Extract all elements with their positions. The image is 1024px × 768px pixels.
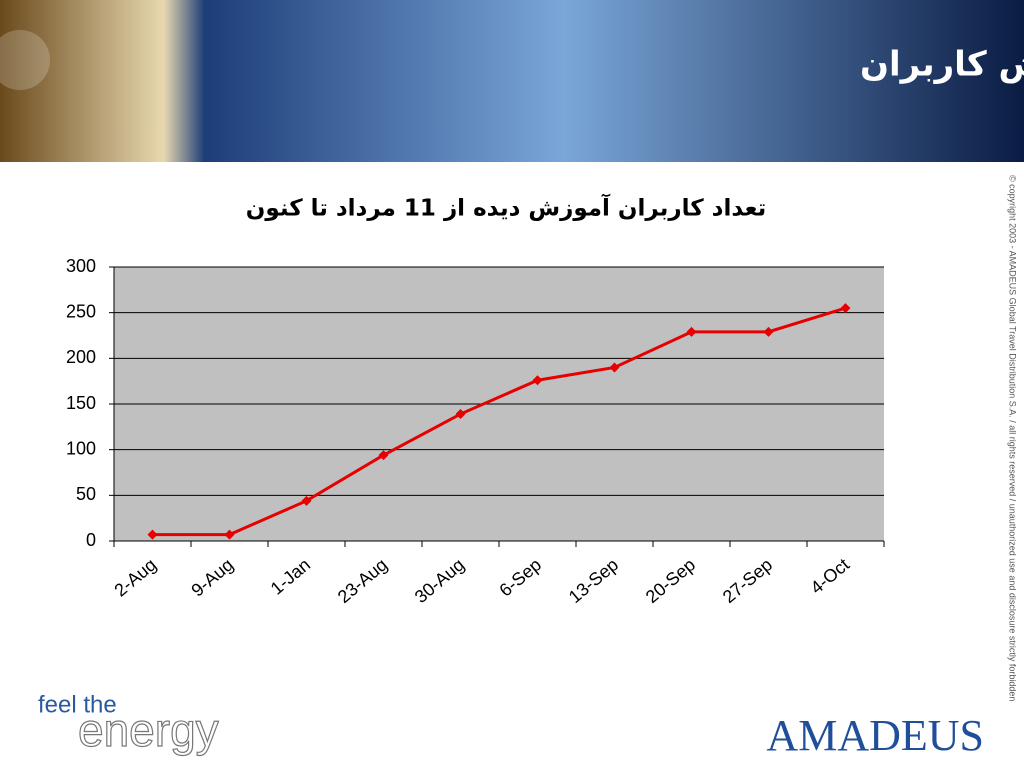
copyright: © copyright 2003 - AMADEUS Global Travel… [1008, 175, 1018, 701]
point-marker [763, 326, 774, 337]
x-tick-label: 27-Sep [719, 554, 776, 607]
x-tick-label: 30-Aug [411, 554, 468, 607]
point-marker [532, 375, 543, 386]
x-tick-label: 20-Sep [642, 554, 699, 607]
x-tick-label: 4-Oct [807, 554, 854, 598]
x-tick-label: 23-Aug [334, 554, 391, 607]
point-marker [840, 303, 851, 314]
logo: AMADEUS [766, 711, 984, 760]
point-marker [378, 450, 389, 461]
point-marker [301, 495, 312, 506]
y-tick-label: 0 [86, 530, 96, 550]
tagline-2: energy [78, 704, 219, 756]
tagline-1: feel the [38, 691, 117, 718]
y-tick-label: 100 [66, 438, 96, 458]
x-tick-label: 6-Sep [495, 554, 545, 600]
slide-title: آموزش کاربران [860, 43, 1024, 85]
y-tick-label: 50 [76, 484, 96, 504]
x-tick-label: 13-Sep [565, 554, 622, 607]
y-tick-label: 250 [66, 301, 96, 321]
chart-title: تعداد کاربران آموزش دیده از 11 مرداد تا … [246, 193, 766, 222]
header-glow [0, 30, 50, 90]
point-marker [609, 362, 620, 373]
x-tick-label: 2-Aug [110, 554, 160, 600]
header-band [0, 0, 1024, 162]
point-marker [455, 409, 466, 420]
series-line [152, 306, 846, 537]
point-marker [224, 529, 235, 540]
chart: 0 50 100 150 200 250 300 2-Aug 9-Aug 1-Jan 23-Aug 3… [66, 256, 885, 607]
point-marker [686, 326, 697, 337]
point-marker [147, 529, 158, 540]
y-tick-label: 200 [66, 347, 96, 367]
y-tick-label: 150 [66, 393, 96, 413]
y-tick-label: 300 [66, 256, 96, 276]
x-tick-label: 9-Aug [187, 554, 237, 600]
x-tick-label: 1-Jan [267, 554, 314, 598]
